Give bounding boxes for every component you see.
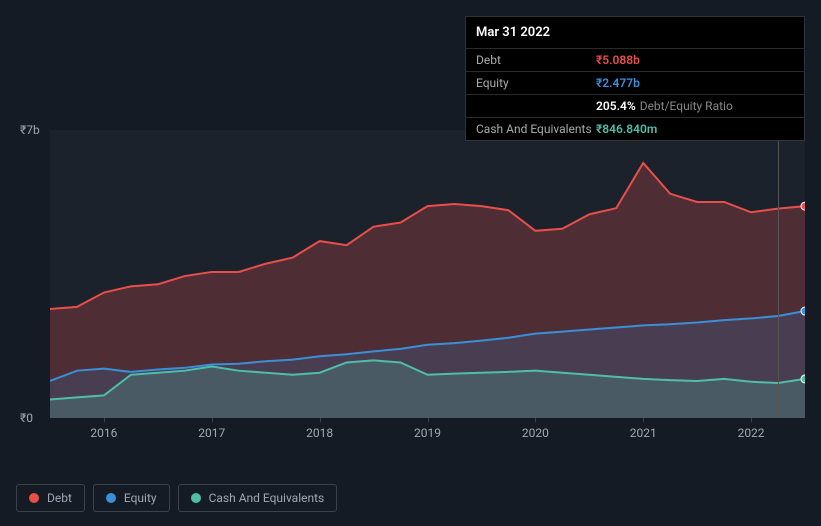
x-tick-mark — [104, 418, 105, 422]
tooltip-row-extra: Debt/Equity Ratio — [640, 99, 733, 113]
tooltip-row-label — [476, 99, 596, 113]
legend-swatch — [106, 493, 116, 503]
tooltip-row-value: 205.4% — [596, 99, 636, 113]
tooltip-row-value: ₹846.840m — [596, 122, 657, 136]
guide-line — [778, 130, 779, 418]
series-end-marker — [801, 375, 805, 383]
x-axis-label: 2017 — [198, 426, 225, 440]
chart-container: Mar 31 2022 Debt₹5.088bEquity₹2.477b205.… — [0, 0, 821, 526]
x-tick-mark — [212, 418, 213, 422]
x-tick-mark — [751, 418, 752, 422]
legend-label: Equity — [124, 491, 157, 505]
y-axis-label: ₹0 — [20, 411, 33, 425]
chart-legend: Debt Equity Cash And Equivalents — [16, 484, 337, 512]
tooltip-row-label: Cash And Equivalents — [476, 122, 596, 136]
legend-swatch — [29, 493, 39, 503]
tooltip-row: Cash And Equivalents₹846.840m — [466, 117, 804, 140]
tooltip-row-value: ₹5.088b — [596, 53, 640, 67]
series-end-marker — [801, 202, 805, 210]
tooltip-row-label: Equity — [476, 76, 596, 90]
x-axis-label: 2022 — [738, 426, 765, 440]
x-axis-label: 2020 — [522, 426, 549, 440]
legend-label: Cash And Equivalents — [209, 491, 325, 505]
tooltip-row-value: ₹2.477b — [596, 76, 640, 90]
tooltip-row: 205.4% Debt/Equity Ratio — [466, 94, 804, 117]
legend-item-equity[interactable]: Equity — [93, 484, 170, 512]
legend-item-cash-and-equivalents[interactable]: Cash And Equivalents — [178, 484, 338, 512]
x-tick-mark — [643, 418, 644, 422]
tooltip-row: Debt₹5.088b — [466, 48, 804, 71]
legend-label: Debt — [47, 491, 72, 505]
x-tick-mark — [535, 418, 536, 422]
area-chart[interactable]: ₹0 ₹7b 2016 2017 2018 2019 2020 2021 2022 — [16, 120, 805, 460]
y-axis-label: ₹7b — [20, 123, 40, 137]
x-axis: 2016 2017 2018 2019 2020 2021 2022 — [50, 422, 805, 442]
tooltip-row: Equity₹2.477b — [466, 71, 804, 94]
legend-item-debt[interactable]: Debt — [16, 484, 85, 512]
tooltip-row-label: Debt — [476, 53, 596, 67]
x-axis-label: 2019 — [414, 426, 441, 440]
x-axis-label: 2016 — [90, 426, 117, 440]
tooltip-date: Mar 31 2022 — [466, 17, 804, 48]
x-tick-mark — [428, 418, 429, 422]
x-axis-label: 2018 — [306, 426, 333, 440]
x-tick-mark — [320, 418, 321, 422]
x-axis-label: 2021 — [630, 426, 657, 440]
plot-area[interactable] — [50, 130, 805, 418]
legend-swatch — [191, 493, 201, 503]
chart-tooltip: Mar 31 2022 Debt₹5.088bEquity₹2.477b205.… — [465, 16, 805, 141]
series-end-marker — [801, 307, 805, 315]
